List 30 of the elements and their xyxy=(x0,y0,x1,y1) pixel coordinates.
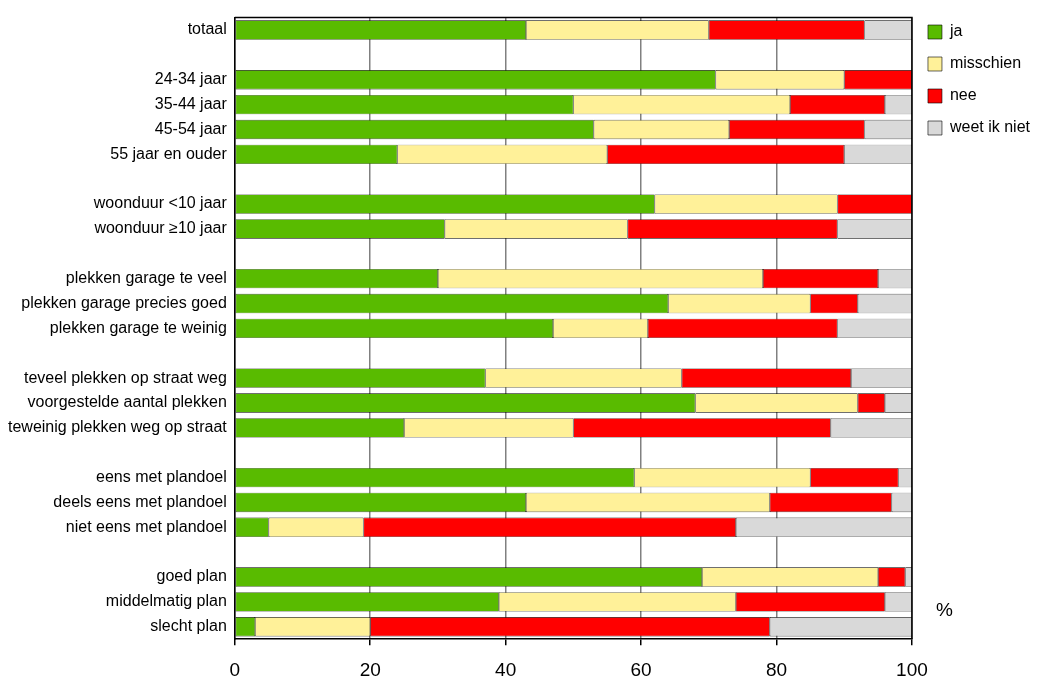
y-tick-label: plekken garage precies goed xyxy=(21,293,227,311)
y-tick-label: totaal xyxy=(187,20,227,38)
legend-label: weet ik niet xyxy=(948,118,1031,136)
y-tick-label: teveel plekken op straat weg xyxy=(24,368,227,386)
y-tick-label: 35-44 jaar xyxy=(154,95,228,113)
y-tick-label: 45-54 jaar xyxy=(154,119,228,137)
y-tick-label: 24-34 jaar xyxy=(154,70,228,88)
x-tick-label: 80 xyxy=(765,658,788,680)
x-tick-label: 40 xyxy=(495,658,517,680)
y-tick-label: middelmatig plan xyxy=(105,592,227,610)
legend-label: ja xyxy=(948,22,963,40)
y-tick-label: woonduur <10 jaar xyxy=(92,194,228,212)
x-axis-title: % xyxy=(935,599,953,621)
y-tick-label: 55 jaar en ouder xyxy=(110,144,228,162)
y-tick-label: slecht plan xyxy=(150,617,227,635)
x-tick-label: 100 xyxy=(896,658,928,680)
x-tick-label: 0 xyxy=(229,658,241,680)
y-tick-label: niet eens met plandoel xyxy=(65,517,227,535)
y-tick-label: voorgestelde aantal plekken xyxy=(27,393,227,411)
y-tick-label: goed plan xyxy=(156,567,227,585)
y-tick-label: woonduur ≥10 jaar xyxy=(93,219,228,237)
x-tick-label: 60 xyxy=(630,658,652,680)
legend-label: misschien xyxy=(949,54,1022,72)
y-tick-label: plekken garage te weinig xyxy=(49,318,227,336)
legend-label: nee xyxy=(949,86,977,104)
y-tick-label: eens met plandoel xyxy=(96,467,227,485)
y-tick-label: teweinig plekken weg op straat xyxy=(8,418,228,436)
x-tick-label: 20 xyxy=(359,658,381,680)
y-tick-label: deels eens met plandoel xyxy=(53,492,227,510)
y-tick-label: plekken garage te veel xyxy=(65,269,227,287)
